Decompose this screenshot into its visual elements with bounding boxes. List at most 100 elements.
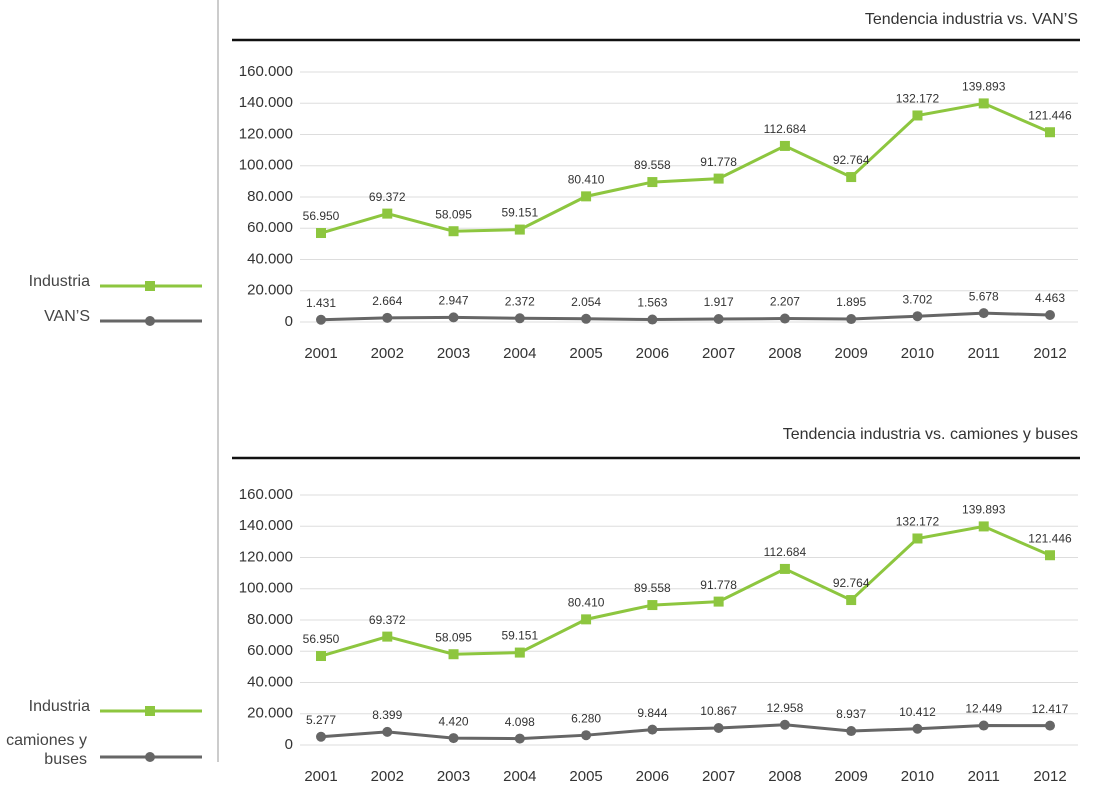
point (514, 733, 525, 744)
x-tick-label: 2007 (702, 768, 735, 785)
y-tick-label: 140.000 (239, 517, 293, 534)
data-label: 121.446 (1028, 108, 1072, 122)
data-label: 2.947 (439, 294, 469, 308)
x-tick-label: 2006 (636, 768, 669, 785)
point (1045, 550, 1055, 561)
point (448, 226, 459, 237)
data-label: 5.678 (969, 289, 999, 303)
legend-marker (145, 706, 155, 716)
data-label: 1.917 (704, 295, 734, 309)
point (912, 311, 923, 322)
y-tick-label: 80.000 (247, 188, 293, 205)
point (581, 313, 592, 324)
point (912, 723, 923, 734)
y-tick-label: 100.000 (239, 580, 293, 597)
point (713, 723, 724, 734)
data-label: 5.277 (306, 713, 336, 727)
x-tick-label: 2008 (768, 345, 801, 362)
point (382, 726, 393, 737)
point (647, 314, 658, 325)
y-tick-label: 80.000 (247, 611, 293, 628)
data-label: 112.684 (764, 545, 807, 559)
x-tick-label: 2005 (569, 768, 602, 785)
data-label: 69.372 (369, 613, 406, 627)
point (912, 110, 923, 121)
x-tick-label: 2010 (901, 768, 934, 785)
series-line (320, 311, 1051, 322)
data-label: 4.463 (1035, 291, 1065, 305)
data-label: 2.664 (372, 294, 402, 308)
point (846, 726, 857, 737)
point (448, 649, 459, 660)
point (779, 313, 790, 324)
chart-title: Tendencia industria vs. VAN’S (865, 11, 1078, 28)
legend-label: Industria (28, 272, 90, 290)
y-tick-label: 100.000 (239, 157, 293, 174)
data-label: 4.420 (439, 714, 469, 728)
data-label: 80.410 (568, 596, 605, 610)
data-label: 10.412 (899, 705, 936, 719)
data-label: 2.054 (571, 295, 601, 309)
data-label: 9.844 (637, 706, 667, 720)
legend-label: camiones y buses (6, 732, 87, 768)
x-tick-label: 2004 (503, 768, 536, 785)
data-label: 6.280 (571, 711, 601, 725)
x-tick-label: 2012 (1033, 768, 1066, 785)
point (1045, 720, 1055, 731)
point (1045, 127, 1055, 138)
y-tick-label: 40.000 (247, 250, 293, 267)
data-label: 132.172 (896, 92, 940, 106)
x-tick-label: 2004 (503, 345, 536, 362)
y-tick-label: 140.000 (239, 94, 293, 111)
point (382, 312, 393, 323)
point (779, 563, 790, 574)
data-label: 59.151 (501, 206, 538, 220)
data-label: 69.372 (369, 190, 406, 204)
y-tick-label: 20.000 (247, 705, 293, 722)
point (382, 208, 393, 219)
point (846, 595, 857, 606)
x-tick-label: 2011 (968, 768, 1000, 785)
point (846, 172, 857, 183)
point (779, 140, 790, 151)
point (978, 720, 989, 731)
x-tick-label: 2005 (569, 345, 602, 362)
data-label: 58.095 (435, 207, 472, 221)
point (846, 314, 857, 325)
series-line (320, 524, 1051, 658)
data-label: 56.950 (303, 632, 340, 646)
point (581, 730, 592, 741)
point (316, 314, 326, 325)
data-label: 4.098 (505, 715, 535, 729)
y-tick-label: 160.000 (239, 486, 293, 503)
point (912, 533, 923, 544)
point (581, 191, 592, 202)
data-label: 89.558 (634, 581, 671, 595)
point (448, 312, 459, 323)
point (316, 651, 326, 662)
x-tick-label: 2009 (834, 345, 867, 362)
data-label: 92.764 (833, 153, 870, 167)
data-label: 2.207 (770, 295, 800, 309)
point (978, 521, 989, 532)
series-line (320, 101, 1051, 235)
data-label: 1.563 (637, 296, 667, 310)
point (713, 173, 724, 184)
data-label: 2.372 (505, 294, 535, 308)
x-tick-label: 2010 (901, 345, 934, 362)
data-label: 139.893 (962, 503, 1006, 517)
data-label: 139.893 (962, 80, 1006, 94)
x-tick-label: 2007 (702, 345, 735, 362)
data-label: 89.558 (634, 158, 671, 172)
y-tick-label: 0 (285, 313, 293, 330)
data-label: 58.095 (435, 630, 472, 644)
data-label: 1.431 (306, 296, 336, 310)
point (978, 308, 989, 319)
y-tick-label: 0 (285, 736, 293, 753)
point (647, 177, 658, 188)
x-tick-label: 2001 (304, 345, 337, 362)
data-label: 121.446 (1028, 531, 1072, 545)
y-tick-label: 120.000 (239, 548, 293, 565)
